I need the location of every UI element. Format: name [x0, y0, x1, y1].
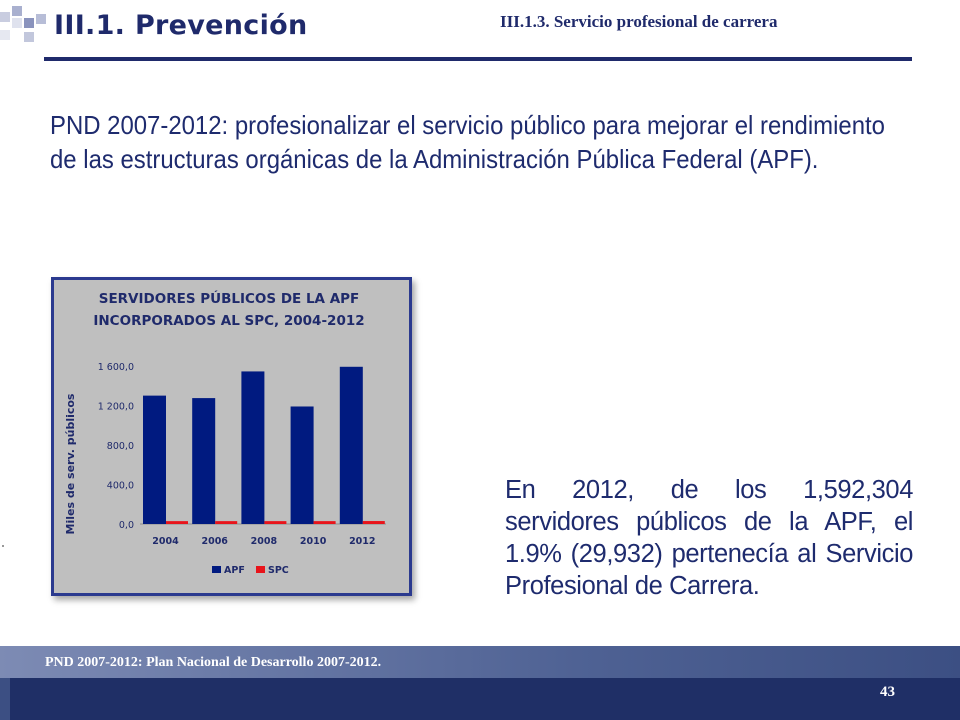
chart-panel: SERVIDORES PÚBLICOS DE LA APF INCORPORAD…	[51, 277, 412, 596]
page-title: III.1. Prevención	[54, 10, 308, 41]
legend-label-spc: SPC	[268, 565, 289, 576]
bar-spc-2012	[362, 521, 385, 524]
section-subtitle: III.1.3. Servicio profesional de carrera	[500, 12, 778, 31]
bottom-left-accent	[0, 678, 10, 720]
bar-apf-2010	[290, 406, 314, 524]
legend-label-apf: APF	[224, 565, 245, 576]
legend-swatch-apf	[212, 566, 221, 573]
x-tick-label: 2008	[251, 536, 278, 547]
y-tick-label: 800,0	[107, 441, 134, 452]
y-tick-label: 400,0	[107, 481, 134, 492]
y-axis-label: Miles de serv. públicos	[64, 393, 77, 534]
footer-band	[0, 646, 960, 678]
bar-spc-2006	[215, 521, 238, 524]
x-tick-label: 2006	[201, 536, 228, 547]
stray-mark	[2, 545, 4, 547]
lead-paragraph: PND 2007-2012: profesionalizar el servic…	[50, 110, 885, 174]
x-tick-label: 2004	[152, 536, 179, 547]
bar-apf-2008	[241, 371, 265, 524]
footer-note: PND 2007-2012: Plan Nacional de Desarrol…	[45, 655, 382, 670]
bar-apf-2006	[192, 398, 216, 524]
header-divider	[44, 57, 912, 61]
bar-chart: SERVIDORES PÚBLICOS DE LA APF INCORPORAD…	[64, 289, 386, 576]
x-tick-label: 2010	[300, 536, 327, 547]
y-tick-label: 0,0	[119, 520, 134, 531]
y-tick-label: 1 600,0	[98, 362, 134, 373]
bar-spc-2008	[264, 521, 287, 524]
page-number: 43	[880, 684, 895, 700]
legend-swatch-spc	[256, 566, 265, 573]
bar-apf-2012	[339, 366, 363, 524]
bar-spc-2004	[166, 521, 188, 524]
chart-title-line-1: SERVIDORES PÚBLICOS DE LA APF	[99, 289, 360, 307]
x-tick-label: 2012	[349, 536, 375, 547]
y-tick-label: 1 200,0	[98, 402, 134, 413]
bar-apf-2004	[143, 395, 166, 524]
decorative-squares-icon	[0, 6, 46, 42]
bottom-band	[0, 678, 960, 720]
chart-title-line-2: INCORPORADOS AL SPC, 2004-2012	[93, 313, 364, 329]
body-paragraph: En 2012, de los 1,592,304 servidores púb…	[505, 476, 913, 600]
bar-spc-2010	[313, 521, 336, 524]
